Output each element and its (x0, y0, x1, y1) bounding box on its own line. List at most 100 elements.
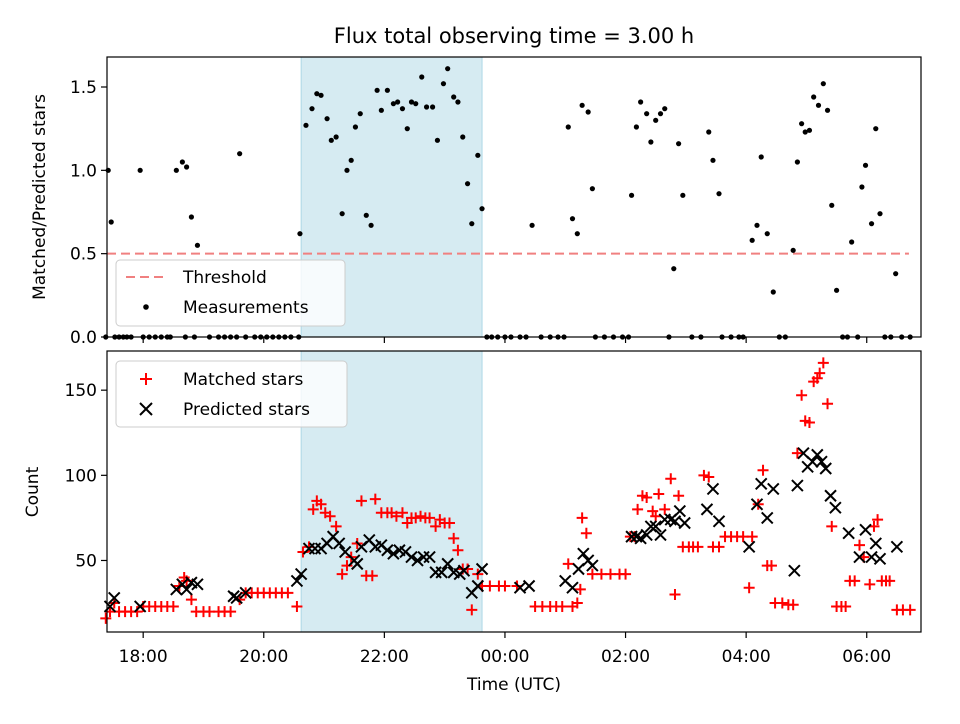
y-tick-label: 1.5 (70, 78, 97, 98)
predicted-star-marker (411, 554, 424, 567)
x-tick-label: 06:00 (842, 647, 891, 667)
matched-star-marker (100, 612, 112, 624)
measurement-point (638, 99, 644, 105)
matched-star-marker (571, 597, 583, 609)
predicted-star-marker (239, 586, 252, 600)
matched-star-marker (424, 512, 436, 524)
measurement-point (877, 211, 883, 217)
predicted-stars-points (103, 446, 904, 613)
x-tick-label: 22:00 (360, 647, 409, 667)
matched-star-marker (884, 575, 896, 587)
predicted-star-marker (712, 515, 726, 528)
matched-star-marker (713, 541, 725, 553)
predicted-star-marker (133, 600, 147, 613)
measurement-point (859, 184, 865, 190)
measurement-point (893, 271, 899, 277)
matched-star-marker (452, 544, 464, 556)
measurement-point (408, 99, 415, 105)
predicted-star-marker (806, 455, 819, 468)
measurement-point (680, 192, 686, 198)
predicted-star-marker (586, 559, 599, 572)
measurement-point (194, 242, 201, 248)
predicted-star-marker (180, 583, 193, 596)
predicted-star-marker (351, 557, 364, 571)
matched-stars-legend-label: Matched stars (183, 370, 303, 390)
measurement-point (328, 137, 334, 143)
x-axis-label: Time (UTC) (466, 675, 561, 695)
predicted-star-marker (522, 579, 536, 593)
matched-star-marker (673, 490, 685, 502)
matched-star-marker (556, 600, 568, 612)
measurement-point (644, 111, 650, 117)
bottom-legend: Matched stars Predicted stars (115, 360, 348, 428)
matched-star-marker (669, 589, 681, 601)
x-tick-label: 04:00 (722, 647, 771, 667)
measurement-point (384, 87, 390, 93)
predicted-star-marker (706, 482, 720, 496)
matched-star-marker (904, 604, 916, 616)
predicted-star-marker (332, 537, 346, 550)
predicted-star-marker (890, 540, 904, 554)
measurement-point (303, 122, 309, 128)
measurement-point (569, 216, 576, 222)
matched-star-marker (659, 503, 671, 515)
matched-star-marker (743, 582, 755, 594)
measurement-point (339, 211, 345, 217)
measurement-point (464, 181, 471, 187)
matched-star-marker (185, 594, 197, 606)
matched-star-marker (620, 568, 632, 580)
matched-star-marker (499, 580, 511, 592)
matched-star-marker (692, 541, 704, 553)
matched-star-marker (131, 606, 143, 618)
y-tick-label: 50 (75, 551, 97, 571)
predicted-star-marker (649, 520, 662, 533)
measurement-point (390, 101, 397, 107)
predicted-star-marker (381, 544, 394, 557)
predicted-star-marker (829, 501, 842, 514)
measurements-legend-label: Measurements (183, 298, 309, 318)
predicted-stars-legend-label: Predicted stars (183, 400, 310, 420)
bottom-legend-box (115, 360, 348, 428)
matched-star-marker (369, 493, 381, 505)
top-legend-box (115, 259, 346, 327)
predicted-star-marker (767, 482, 780, 496)
measurement-point (434, 137, 441, 143)
predicted-star-marker (103, 600, 117, 613)
measurement-point (430, 104, 436, 110)
predicted-star-marker (791, 479, 804, 492)
measurements-legend-swatch (143, 304, 149, 310)
predicted-stars-legend-swatch (139, 402, 153, 416)
measurement-point (833, 287, 840, 293)
measurement-point (653, 117, 659, 123)
predicted-star-marker (678, 516, 691, 530)
measurement-point (770, 289, 776, 295)
measurement-point (815, 102, 822, 108)
predicted-star-marker (853, 550, 866, 564)
matched-star-marker (167, 600, 179, 612)
matched-star-marker (574, 583, 586, 595)
matched-star-marker (355, 495, 367, 507)
matched-star-marker (826, 520, 838, 532)
predicted-star-marker (819, 462, 832, 475)
matched-star-marker (787, 599, 799, 611)
measurement-point (440, 81, 447, 87)
matched-star-marker (225, 606, 237, 618)
measurement-point (399, 106, 406, 112)
measurement-point (628, 192, 635, 198)
matched-star-marker (282, 587, 294, 599)
matched-star-marker (817, 357, 829, 369)
measurement-point (657, 111, 664, 117)
measurement-point (565, 124, 571, 130)
predicted-star-marker (673, 504, 687, 518)
measurement-point (348, 157, 354, 163)
matched-star-marker (765, 560, 777, 572)
measurement-point (455, 99, 461, 105)
predicted-star-marker (742, 540, 756, 554)
measurement-point (413, 101, 419, 107)
bottom-axis-ticks: 50 100 150 18:00 20:00 22:00 00:00 02:00 04:00 06… (65, 381, 892, 667)
matched-star-marker (698, 469, 710, 481)
predicted-star-marker (873, 552, 887, 565)
matched-star-marker (641, 491, 653, 503)
matched-star-marker (307, 503, 319, 515)
measurement-point (829, 202, 835, 208)
